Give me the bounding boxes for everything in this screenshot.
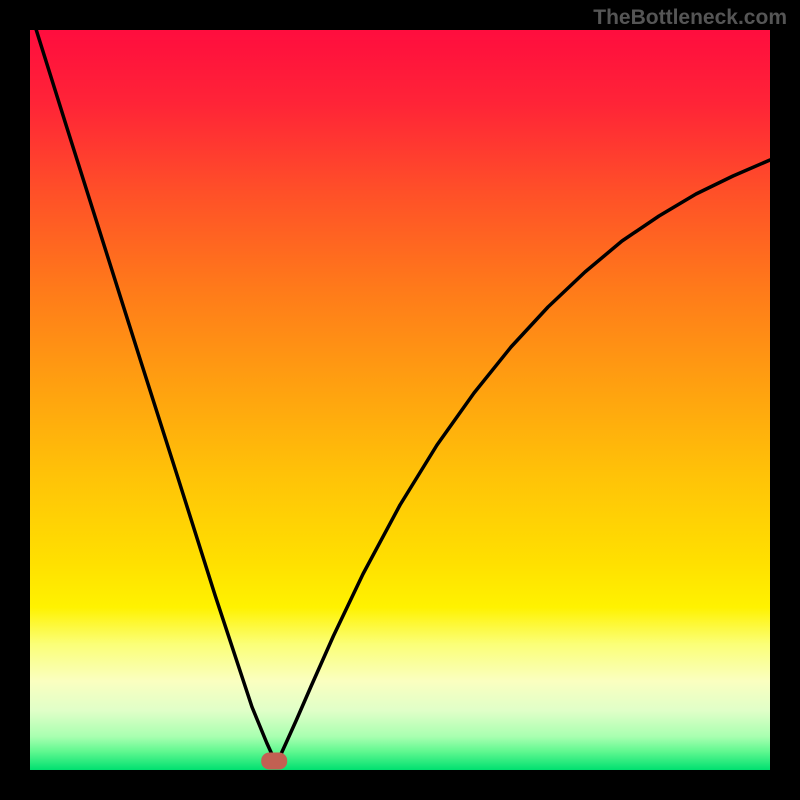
- gradient-background: [30, 30, 770, 770]
- bottleneck-chart: [0, 0, 800, 800]
- optimal-marker: [261, 753, 287, 770]
- watermark-text: TheBottleneck.com: [593, 6, 787, 30]
- chart-container: TheBottleneck.com: [0, 0, 800, 800]
